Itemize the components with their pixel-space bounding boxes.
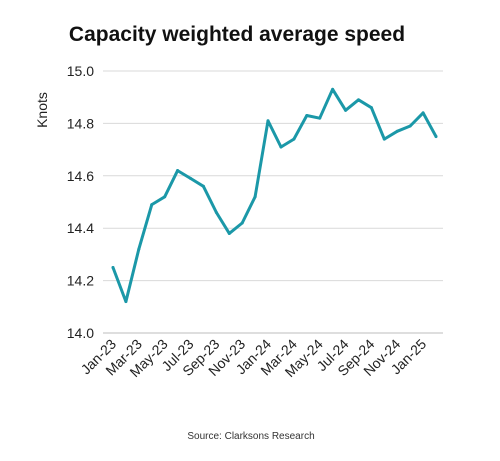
data-point xyxy=(201,184,205,188)
data-point xyxy=(253,195,257,199)
y-tick-label: 14.2 xyxy=(67,273,94,289)
y-tick-label: 14.6 xyxy=(67,168,94,184)
data-point xyxy=(240,221,244,225)
data-point xyxy=(124,300,128,304)
data-point xyxy=(382,137,386,141)
y-tick-label: 14.8 xyxy=(67,115,94,131)
y-tick-label: 15.0 xyxy=(67,63,94,79)
data-point xyxy=(331,87,335,91)
y-tick-label: 14.4 xyxy=(67,220,94,236)
y-axis-label: Knots xyxy=(34,92,50,128)
gridlines xyxy=(103,70,443,334)
data-point xyxy=(266,119,270,123)
data-point xyxy=(163,195,167,199)
data-point xyxy=(408,124,412,128)
data-point xyxy=(137,247,141,251)
data-point xyxy=(305,114,309,118)
series-lines xyxy=(111,87,438,304)
data-point xyxy=(344,108,348,112)
x-tick-labels: Jan-23Mar-23May-23Jul-23Sep-23Nov-23Jan-… xyxy=(78,336,430,380)
data-point xyxy=(111,266,115,269)
data-point xyxy=(189,176,193,180)
chart-title: Capacity weighted average speed xyxy=(69,23,405,46)
y-tick-label: 14.0 xyxy=(67,325,94,341)
data-point xyxy=(356,98,360,102)
data-point xyxy=(369,106,373,110)
series-line xyxy=(111,87,438,304)
data-point xyxy=(227,231,231,235)
data-point xyxy=(279,145,283,149)
data-point xyxy=(150,203,154,207)
data-point xyxy=(292,137,296,141)
data-point xyxy=(395,129,399,133)
data-point xyxy=(421,111,425,115)
data-point xyxy=(318,116,322,120)
y-tick-labels: 14.0 14.2 14.4 14.6 14.8 15.0 xyxy=(67,63,94,341)
data-point xyxy=(434,135,438,138)
data-point xyxy=(176,169,180,173)
data-point xyxy=(214,210,218,214)
source-note: Source: Clarksons Research xyxy=(187,431,314,442)
